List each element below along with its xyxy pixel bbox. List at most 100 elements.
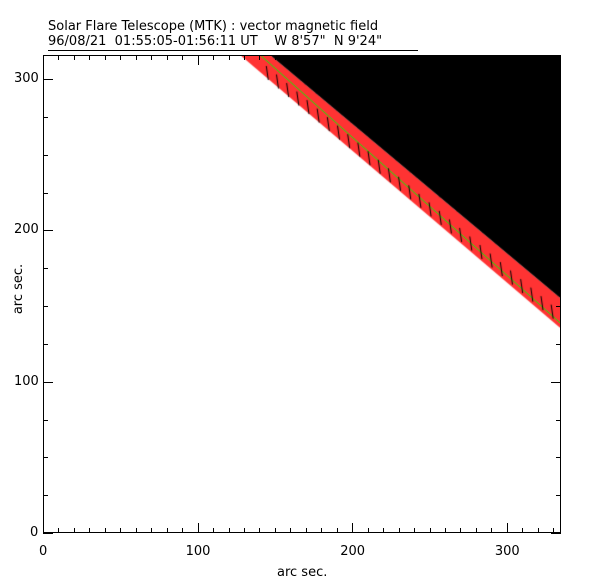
x-tick-top [383, 55, 385, 60]
y-tick [43, 154, 48, 156]
x-tick [553, 528, 555, 533]
x-tick [491, 528, 493, 533]
y-tick [43, 381, 53, 383]
x-tick [58, 528, 60, 533]
x-tick-top [475, 55, 477, 60]
x-tick-top [151, 55, 153, 60]
x-tick-top [537, 55, 539, 60]
x-tick-top [491, 55, 493, 60]
x-tick [414, 528, 416, 533]
y-tick [43, 495, 48, 497]
x-tick-top [197, 55, 199, 65]
y-tick-right [556, 419, 561, 421]
x-tick-top [43, 55, 44, 65]
x-tick [244, 528, 245, 533]
x-tick-top [120, 55, 122, 60]
x-tick [367, 528, 369, 533]
y-tick [43, 343, 48, 345]
x-axis-label: arc sec. [277, 565, 328, 580]
x-tick [120, 528, 122, 533]
y-tick-right [551, 230, 561, 232]
x-tick-top [135, 55, 137, 60]
x-tick [104, 528, 106, 533]
x-tick [383, 528, 385, 533]
x-tick-top [228, 55, 230, 60]
x-tick [166, 528, 168, 533]
x-tick-top [445, 55, 447, 60]
x-tick-top [182, 55, 184, 60]
x-tick [274, 528, 276, 533]
x-tick-top [429, 55, 431, 60]
x-tick-label: 300 [494, 544, 520, 559]
y-tick-label: 0 [30, 525, 39, 540]
y-tick [43, 306, 48, 308]
y-tick [43, 117, 48, 119]
x-tick [537, 528, 539, 533]
x-tick-top [414, 55, 416, 60]
x-tick [43, 523, 44, 533]
y-tick-right [551, 381, 561, 383]
x-tick [460, 528, 462, 533]
x-tick-top [104, 55, 106, 60]
x-tick-top [522, 55, 524, 60]
plot-area [43, 55, 561, 533]
x-tick-top [73, 55, 75, 60]
y-tick-right [556, 343, 561, 345]
y-tick [43, 457, 48, 459]
x-tick-top [290, 55, 292, 60]
chart-title: Solar Flare Telescope (MTK) : vector mag… [48, 19, 379, 34]
x-tick-label: 200 [340, 544, 366, 559]
x-tick [73, 528, 75, 533]
y-tick-label: 100 [14, 373, 39, 389]
x-tick [135, 528, 137, 533]
x-tick [429, 528, 431, 533]
chart-subtitle: 96/08/21 01:55:05-01:56:11 UT W 8'57" N … [48, 34, 383, 49]
y-tick-right [551, 79, 561, 81]
y-tick [43, 192, 48, 194]
x-tick [89, 528, 91, 533]
y-axis-label: arc sec. [11, 263, 27, 315]
x-tick [197, 523, 199, 533]
x-tick-top [553, 55, 555, 60]
x-tick [213, 528, 215, 533]
x-tick [398, 528, 400, 533]
x-tick-top [274, 55, 276, 60]
x-tick [290, 528, 292, 533]
y-tick-right [556, 154, 561, 156]
x-tick [228, 528, 230, 533]
x-tick-label: 0 [39, 544, 48, 559]
magnetogram-image [44, 56, 560, 532]
y-tick [43, 79, 53, 81]
y-tick-label: 200 [14, 222, 39, 238]
x-tick [305, 528, 307, 533]
y-tick-right [556, 268, 561, 270]
x-tick-top [305, 55, 307, 60]
x-tick-top [398, 55, 400, 60]
y-tick-right [556, 306, 561, 308]
y-tick [43, 419, 48, 421]
x-tick-top [213, 55, 215, 60]
y-tick [43, 268, 48, 270]
y-tick [43, 533, 53, 534]
x-tick-top [352, 55, 354, 65]
y-tick-label: 300 [14, 71, 39, 87]
x-tick-top [166, 55, 168, 60]
x-tick [259, 528, 261, 533]
x-tick [522, 528, 524, 533]
x-tick [336, 528, 338, 533]
y-tick-right [556, 457, 561, 459]
y-tick [43, 230, 53, 232]
x-tick-top [259, 55, 261, 60]
x-tick [151, 528, 153, 533]
x-tick-top [506, 55, 508, 65]
x-tick [352, 523, 354, 533]
x-tick-top [89, 55, 91, 60]
x-tick [506, 523, 508, 533]
y-tick-right [551, 533, 561, 534]
x-tick [475, 528, 477, 533]
x-tick-top [244, 55, 245, 60]
x-tick-top [336, 55, 338, 60]
x-tick [182, 528, 184, 533]
subtitle-underline [48, 50, 418, 51]
y-tick-right [556, 495, 561, 497]
